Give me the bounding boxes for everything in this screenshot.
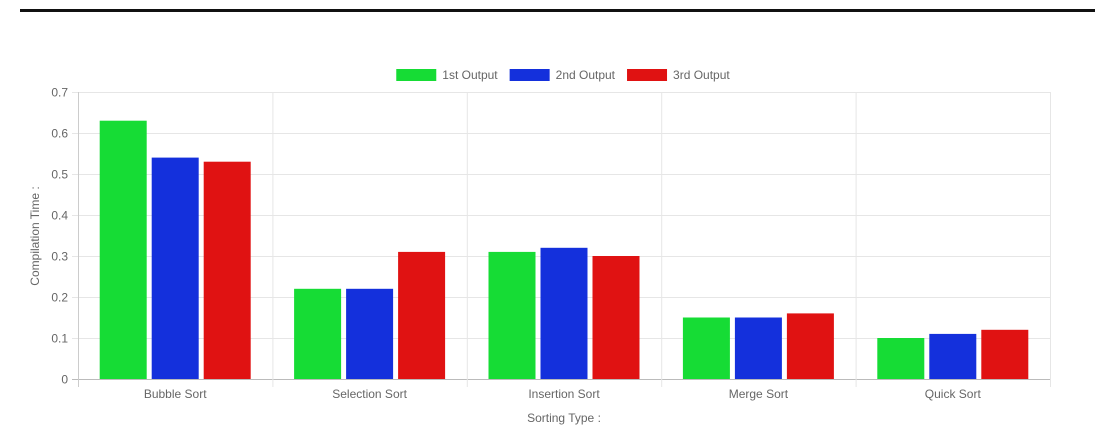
bar-2-3 <box>540 247 588 379</box>
bar-1-5 <box>877 338 925 379</box>
legend-swatch-3 <box>627 69 668 81</box>
legend-swatch-1 <box>396 69 437 81</box>
y-tick-label: 0 <box>61 373 68 387</box>
y-tick-label: 0.4 <box>51 209 68 223</box>
bar-3-2 <box>398 251 446 379</box>
bar-2-5 <box>929 333 977 379</box>
bar-2-2 <box>346 288 394 379</box>
x-tick-label: Merge Sort <box>729 387 789 401</box>
x-tick-label: Insertion Sort <box>528 387 600 401</box>
y-tick-label: 0.1 <box>51 332 68 346</box>
legend: 1st Output 2nd Output 3rd Output <box>396 68 730 82</box>
bar-3-5 <box>981 329 1029 379</box>
y-tick-label: 0.2 <box>51 291 68 305</box>
x-tick-label: Quick Sort <box>925 387 982 401</box>
x-axis-title: Sorting Type : <box>527 411 601 425</box>
legend-label-3: 3rd Output <box>673 68 730 82</box>
y-axis-title: Compilation Time : <box>28 186 42 285</box>
y-tick-label: 0.5 <box>51 168 68 182</box>
bar-1-2 <box>294 288 342 379</box>
y-tick-label: 0.7 <box>51 86 68 100</box>
bar-1-4 <box>682 317 730 379</box>
axes: 0 0.1 0.2 0.3 0.4 0.5 0.6 0.7 Bubble Sort Selecti… <box>51 86 981 402</box>
y-tick-label: 0.6 <box>51 127 68 141</box>
bar-1-3 <box>488 251 536 379</box>
bar-3-3 <box>592 256 640 379</box>
legend-swatch-2 <box>509 69 550 81</box>
bars <box>99 120 1029 379</box>
bar-2-1 <box>151 157 199 379</box>
bar-3-1 <box>203 161 251 379</box>
legend-label-1: 1st Output <box>442 68 498 82</box>
y-tick-label: 0.3 <box>51 250 68 264</box>
top-divider <box>20 9 1095 12</box>
x-tick-label: Bubble Sort <box>144 387 207 401</box>
bar-2-4 <box>734 317 782 379</box>
bar-1-1 <box>99 120 147 379</box>
bar-3-4 <box>786 313 834 379</box>
x-tick-label: Selection Sort <box>332 387 407 401</box>
legend-label-2: 2nd Output <box>556 68 616 82</box>
